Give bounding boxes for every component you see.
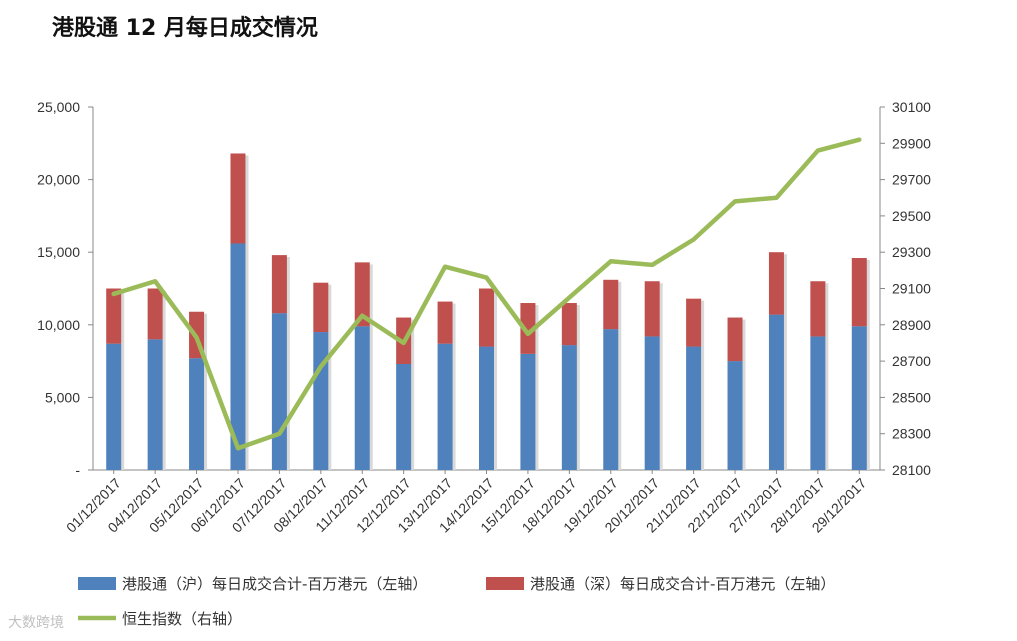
bar-sz (354, 262, 370, 327)
bar-sh (106, 343, 122, 470)
bar-sh (437, 343, 453, 470)
chart-title: 港股通 12 月每日成交情况 (52, 16, 318, 41)
bar-sh (603, 329, 619, 470)
bar-sz (271, 255, 287, 314)
bar-sz (313, 282, 329, 333)
bar-sh (727, 361, 743, 470)
left-tick-label: 5,000 (45, 389, 80, 405)
legend-swatch-sh (78, 577, 116, 590)
bar-sz (437, 301, 453, 344)
left-tick-label: 15,000 (37, 244, 80, 260)
bar-sz (603, 279, 619, 330)
bar-sz (851, 258, 867, 327)
bar-sh (561, 345, 577, 470)
line-series (111, 137, 862, 451)
bar-sh (230, 243, 246, 470)
bar-sz (520, 303, 536, 354)
bar-sh (810, 336, 826, 470)
bar-sh (189, 358, 205, 470)
legend-label-sz: 港股通（深）每日成交合计-百万港元（左轴） (530, 575, 835, 593)
right-tick-label: 29700 (892, 172, 931, 188)
watermark: 大数跨境 (8, 615, 64, 631)
legend-swatch-sz (486, 577, 524, 590)
right-tick-label: 28500 (892, 389, 931, 405)
bar-sz (644, 281, 660, 337)
bar-sh (851, 326, 867, 470)
bar-sh (271, 313, 287, 470)
legend-label-sh: 港股通（沪）每日成交合计-百万港元（左轴） (122, 575, 427, 593)
bar-sz (479, 288, 494, 347)
bar-sz (561, 303, 577, 346)
right-tick-label: 28900 (892, 317, 931, 333)
right-tick-label: 29300 (892, 244, 931, 260)
bar-sz (147, 288, 163, 340)
left-tick-label: 20,000 (37, 172, 80, 188)
bar-sh (354, 326, 370, 470)
bar-sz (727, 317, 743, 362)
bar-sz (106, 288, 122, 344)
right-tick-label: 30100 (892, 99, 931, 115)
right-tick-label: 28300 (892, 426, 931, 442)
bar-sh (147, 339, 163, 470)
bar-sh (520, 353, 536, 470)
legend-label-hsi: 恒生指数（右轴） (122, 610, 242, 628)
bar-sh (644, 336, 660, 470)
bars (106, 153, 870, 471)
right-tick-label: 28100 (892, 462, 931, 478)
left-tick-label: - (75, 462, 80, 478)
bar-sh (313, 332, 329, 470)
right-tick-label: 29900 (892, 135, 931, 151)
left-tick-label: 10,000 (37, 317, 80, 333)
right-tick-label: 28700 (892, 353, 931, 369)
right-tick-label: 29100 (892, 281, 931, 297)
bar-sz (230, 153, 246, 244)
bar-sz (686, 298, 702, 347)
bar-sh (396, 364, 412, 470)
bar-sh (686, 346, 702, 470)
bar-sh (768, 314, 784, 470)
bar-sz (810, 281, 826, 337)
right-tick-label: 29500 (892, 208, 931, 224)
bar-sz (768, 252, 784, 315)
legend: 港股通（沪）每日成交合计-百万港元（左轴） 港股通（深）每日成交合计-百万港元（左… (78, 575, 835, 628)
bar-sh (479, 346, 494, 470)
left-tick-label: 25,000 (37, 99, 80, 115)
